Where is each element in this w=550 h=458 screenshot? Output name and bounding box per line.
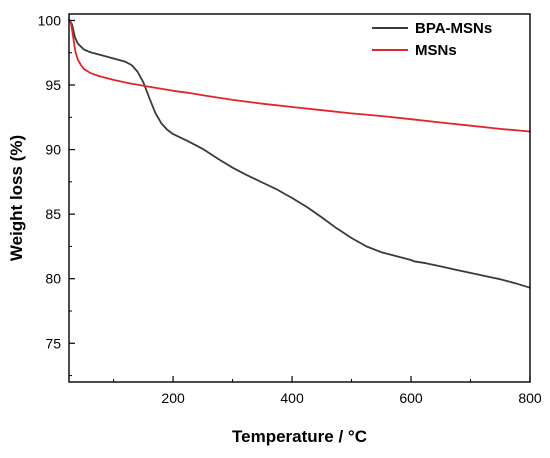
plot-layer: [68, 18, 531, 289]
x-tick-label-200: 200: [161, 390, 185, 406]
y-tick-label-90: 90: [45, 142, 61, 158]
legend-label-bpa-msns: BPA-MSNs: [415, 20, 492, 37]
series-line-bpa-msns: [68, 18, 531, 289]
legend-label-msns: MSNs: [415, 42, 457, 59]
y-tick-label-75: 75: [45, 335, 61, 351]
y-axis-title: Weight loss (%): [7, 135, 26, 261]
plot-frame: [68, 13, 531, 383]
x-tick-label-800: 800: [518, 390, 542, 406]
x-tick-label-400: 400: [280, 390, 304, 406]
series-line-msns: [68, 18, 531, 133]
y-tick-label-95: 95: [45, 77, 61, 93]
y-tick-label-100: 100: [38, 12, 62, 28]
legend: BPA-MSNs MSNs: [372, 20, 492, 59]
y-tick-label-85: 85: [45, 206, 61, 222]
x-tick-label-600: 600: [399, 390, 423, 406]
ticks-layer: 200 400 600 800 75 80 85 90 95 100: [38, 12, 542, 406]
x-axis-title: Temperature / °C: [232, 427, 367, 446]
y-tick-label-80: 80: [45, 271, 61, 287]
